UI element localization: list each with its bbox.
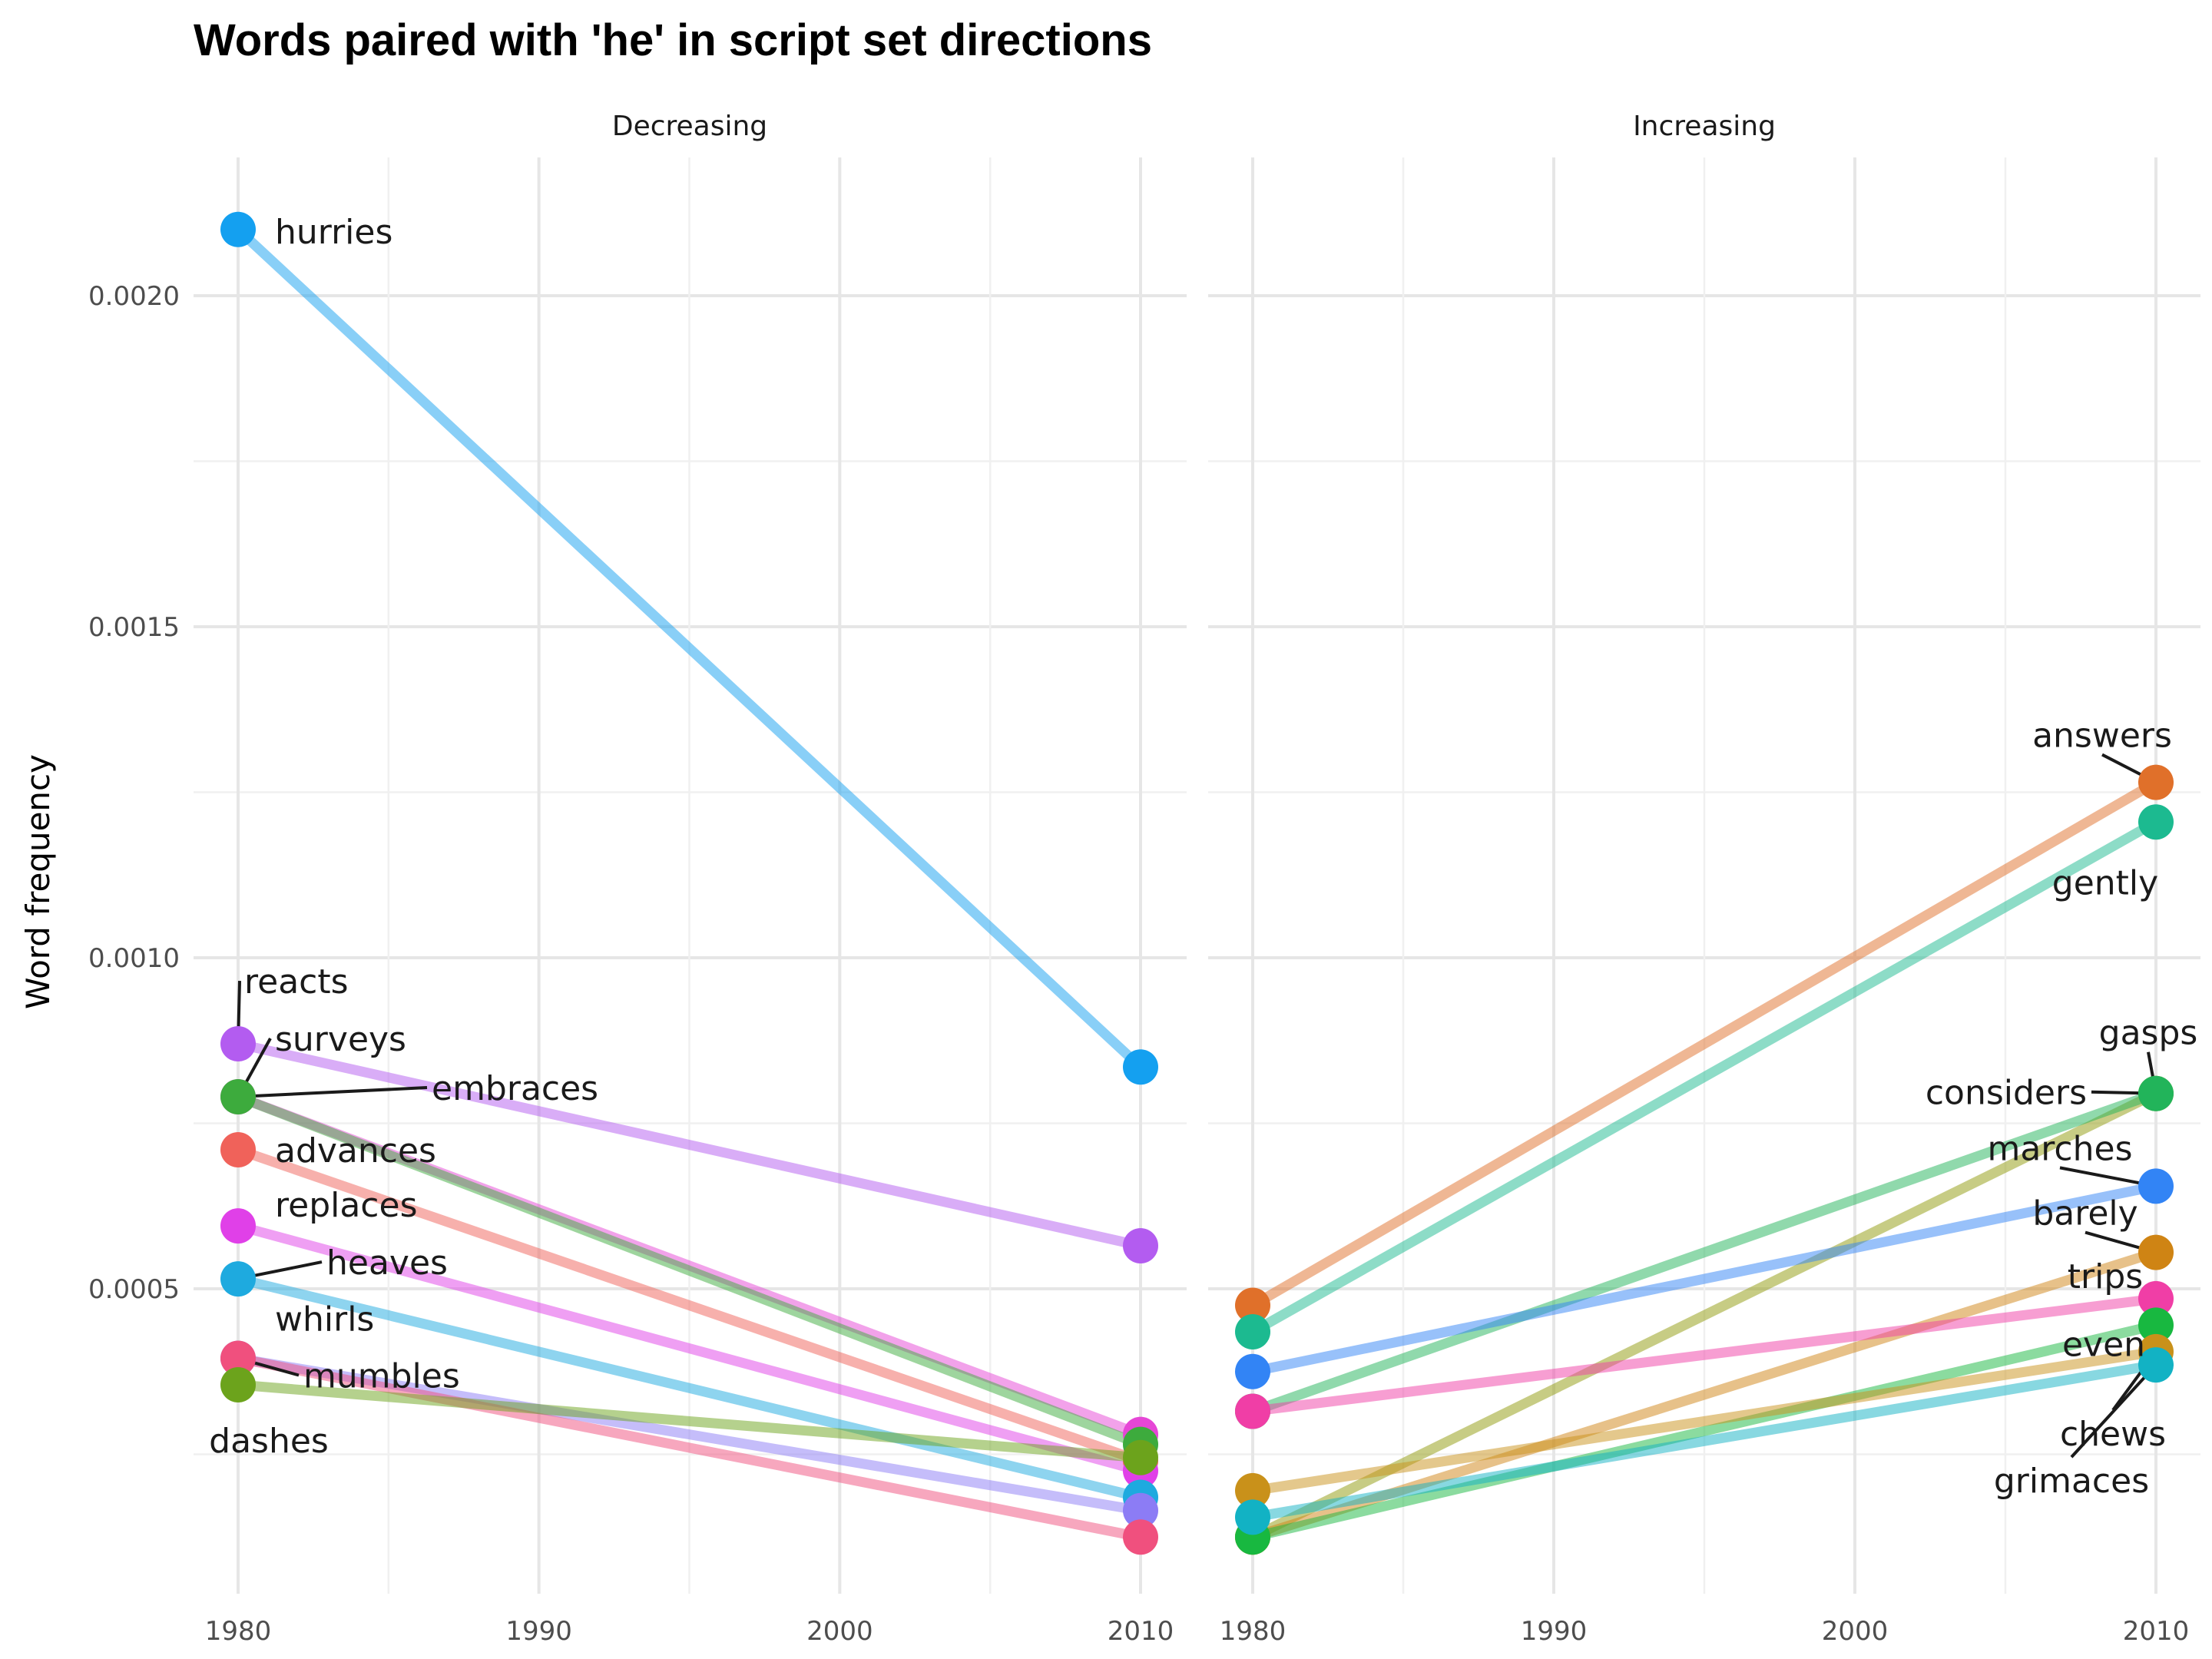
label-gently: gently: [2052, 863, 2158, 902]
x-tick-label: 1980: [1220, 1616, 1286, 1647]
label-heaves: heaves: [326, 1243, 448, 1283]
y-tick-label: 0.0015: [88, 612, 180, 643]
series-line-trips: [1252, 1293, 2157, 1416]
point-answers-1980: [1235, 1287, 1270, 1323]
point-even-2010: [2138, 1307, 2174, 1343]
label-reacts: reacts: [244, 962, 349, 1002]
point-hurries-1980: [220, 211, 256, 247]
leader-heaves: [245, 1260, 323, 1280]
label-considers: considers: [1926, 1074, 2087, 1113]
label-gasps: gasps: [2099, 1014, 2198, 1053]
point-dashes-2010: [1123, 1439, 1158, 1475]
x-tick-label: 2000: [1822, 1616, 1889, 1647]
point-dashes-1980: [220, 1366, 256, 1402]
label-hurries: hurries: [275, 213, 392, 252]
x-axis: 1980 1990 2000 2010: [1220, 1616, 2190, 1647]
point-considers-2010: [2138, 1075, 2174, 1111]
series-points: [1235, 764, 2174, 1555]
leader-marches: [2059, 1166, 2149, 1187]
series-line-hurries: [234, 226, 1144, 1071]
point-reacts-2010: [1123, 1227, 1158, 1263]
series-line-marches: [1251, 1181, 2157, 1377]
point-gently-1980: [1235, 1314, 1270, 1350]
point-embraces-1980: [220, 1079, 256, 1115]
series-points: [220, 211, 1158, 1555]
point-advances-1980: [220, 1131, 256, 1167]
point-whirls-2010: [1123, 1492, 1158, 1528]
series-line-gently: [1250, 817, 2159, 1336]
label-surveys: surveys: [275, 1020, 406, 1059]
series-line-mumbles: [237, 1353, 1142, 1542]
point-marches-1980: [1235, 1353, 1270, 1389]
label-embraces: embraces: [432, 1069, 598, 1108]
label-marches: marches: [1987, 1129, 2132, 1168]
x-tick-label: 2010: [1108, 1616, 1174, 1647]
point-mumbles-1980: [220, 1340, 256, 1376]
label-barely: barely: [2032, 1194, 2137, 1233]
series-line-even: [1251, 1320, 2157, 1542]
x-tick-label: 2010: [2123, 1616, 2190, 1647]
panel-title-increasing: Increasing: [1633, 111, 1776, 142]
label-answers: answers: [2032, 717, 2172, 756]
y-tick-label: 0.0005: [88, 1274, 180, 1305]
label-chews: chews: [2060, 1415, 2166, 1454]
point-chews-1980: [1235, 1472, 1270, 1508]
point-answers-2010: [2138, 764, 2174, 800]
leader-barely: [2085, 1230, 2149, 1252]
series-lines: [234, 226, 1144, 1542]
series-line-chews: [1252, 1346, 2157, 1496]
panel-title-decreasing: Decreasing: [612, 111, 767, 142]
y-axis: 0.0005 0.0010 0.0015 0.0020: [88, 281, 180, 1305]
label-grimaces: grimaces: [1994, 1462, 2149, 1501]
series-line-reacts: [237, 1038, 1142, 1251]
series-line-advances: [236, 1144, 1143, 1466]
series-line-answers: [1250, 777, 2159, 1310]
series-labels: hurries reacts surveys embraces advances repl…: [209, 213, 598, 1461]
x-tick-label: 1980: [205, 1616, 272, 1647]
point-replaces-1980: [220, 1208, 256, 1244]
series-line-grimaces: [1251, 1359, 2157, 1522]
series-lines: [1250, 777, 2159, 1542]
chart-title: Words paired with 'he' in script set dir…: [194, 15, 1152, 65]
label-dashes: dashes: [209, 1422, 329, 1461]
point-reacts-1980: [220, 1026, 256, 1062]
series-line-considers: [1250, 1088, 2158, 1416]
x-tick-label: 1990: [505, 1616, 572, 1647]
y-tick-label: 0.0010: [88, 943, 180, 974]
series-line-replaces: [237, 1220, 1142, 1476]
label-mumbles: mumbles: [303, 1357, 460, 1396]
label-trips: trips: [2068, 1257, 2143, 1296]
x-axis: 1980 1990 2000 2010: [205, 1616, 1174, 1647]
point-mumbles-2010: [1123, 1519, 1158, 1555]
leader-embraces: [245, 1086, 428, 1098]
series-line-embraces: [236, 1091, 1143, 1449]
point-grimaces-2010: [2138, 1347, 2174, 1383]
point-marches-2010: [2138, 1168, 2174, 1204]
point-gently-2010: [2138, 804, 2174, 840]
panel-increasing: Increasing answers gently gasps considers ma…: [1208, 111, 2200, 1647]
point-barely-2010: [2138, 1234, 2174, 1270]
series-line-dashes: [237, 1379, 1141, 1463]
label-advances: advances: [275, 1131, 436, 1171]
point-hurries-2010: [1123, 1049, 1158, 1085]
series-line-heaves: [237, 1273, 1142, 1502]
panel-decreasing: Decreasing hurries reacts surveys embraces a…: [194, 111, 1187, 1647]
y-tick-label: 0.0020: [88, 281, 180, 312]
label-even: even: [2062, 1325, 2145, 1364]
x-tick-label: 1990: [1521, 1616, 1588, 1647]
point-trips-2010: [2138, 1280, 2174, 1316]
leader-grimaces: [2070, 1369, 2152, 1459]
label-replaces: replaces: [275, 1186, 418, 1225]
point-grimaces-1980: [1235, 1499, 1270, 1535]
point-trips-1980: [1235, 1393, 1270, 1429]
x-tick-label: 2000: [806, 1616, 873, 1647]
series-labels: answers gently gasps considers marches barely…: [1926, 717, 2198, 1502]
y-axis-label: Word frequency: [19, 754, 57, 1009]
label-whirls: whirls: [275, 1300, 374, 1339]
point-heaves-1980: [220, 1261, 256, 1297]
